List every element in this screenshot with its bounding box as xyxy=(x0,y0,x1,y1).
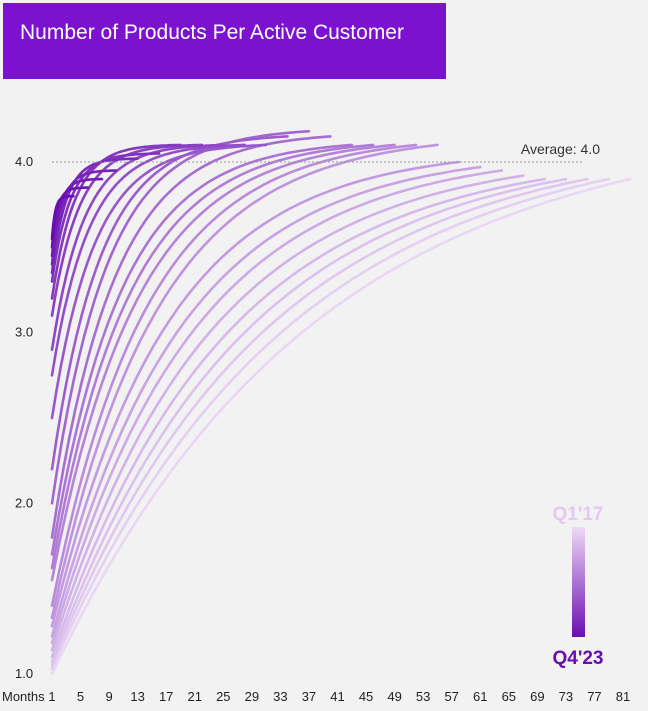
y-tick-label: 2.0 xyxy=(15,495,33,510)
chart-title-box: Number of Products Per Active Customer xyxy=(3,3,446,79)
cohort-line xyxy=(50,143,375,570)
cohort-line xyxy=(50,174,525,652)
cohort-line xyxy=(50,143,204,317)
cohort-line xyxy=(50,143,182,300)
x-tick-label: 69 xyxy=(530,689,544,704)
x-tick-label: 73 xyxy=(559,689,573,704)
x-tick-label: 57 xyxy=(444,689,458,704)
cohort-line xyxy=(50,143,396,582)
x-axis-label: Months xyxy=(2,689,45,704)
cohort-line xyxy=(50,130,311,505)
cohort-line xyxy=(50,177,104,258)
average-label: Average: 4.0 xyxy=(521,141,600,157)
x-tick-label: 37 xyxy=(302,689,316,704)
y-tick-label: 3.0 xyxy=(15,325,33,340)
cohort-line xyxy=(50,169,118,266)
x-tick-label: 33 xyxy=(273,689,287,704)
x-tick-label: 1 xyxy=(48,689,55,704)
legend-start-label: Q1'17 xyxy=(553,504,604,525)
cohort-line xyxy=(50,177,610,671)
cohort-line xyxy=(50,143,439,619)
x-tick-label: 25 xyxy=(216,689,230,704)
cohort-line xyxy=(50,143,418,607)
cohort-line xyxy=(50,143,268,420)
x-tick-label: 77 xyxy=(587,689,601,704)
cohort-line xyxy=(50,165,482,638)
y-tick-label: 4.0 xyxy=(15,154,33,169)
cohort-line xyxy=(50,143,246,377)
x-tick-label: 61 xyxy=(473,689,487,704)
cohort-line xyxy=(50,135,332,539)
cohort-series-group xyxy=(50,130,632,676)
x-tick-label: 45 xyxy=(359,689,373,704)
cohort-line xyxy=(50,186,89,249)
cohort-line xyxy=(50,143,354,556)
x-tick-label: 49 xyxy=(387,689,401,704)
y-axis: 1.0 2.0 3.0 4.0 xyxy=(15,154,33,681)
cohort-line xyxy=(50,177,589,667)
x-tick-label: 29 xyxy=(245,689,259,704)
x-tick-label: 5 xyxy=(77,689,84,704)
cohort-line xyxy=(50,177,546,659)
x-tick-label: 17 xyxy=(159,689,173,704)
cohort-line xyxy=(50,177,632,676)
x-axis: 1 5 9 13 17 21 25 29 33 37 41 45 49 53 57 61 65 69 73 77 81 xyxy=(48,689,630,704)
x-tick-label: 65 xyxy=(502,689,516,704)
x-tick-label: 81 xyxy=(616,689,630,704)
x-tick-label: 21 xyxy=(188,689,202,704)
cohort-line xyxy=(50,157,139,275)
x-tick-label: 53 xyxy=(416,689,430,704)
cohort-line xyxy=(50,169,503,645)
y-tick-label: 1.0 xyxy=(15,666,33,681)
legend: Q1'17 Q4'23 xyxy=(553,504,604,669)
legend-gradient-bar xyxy=(572,527,585,637)
cohort-line xyxy=(50,177,568,664)
cohort-line xyxy=(50,194,75,241)
chart-title: Number of Products Per Active Customer xyxy=(20,21,404,44)
x-tick-label: 13 xyxy=(130,689,144,704)
cohort-line xyxy=(50,135,289,471)
x-tick-label: 41 xyxy=(330,689,344,704)
x-tick-label: 9 xyxy=(105,689,112,704)
legend-end-label: Q4'23 xyxy=(553,648,604,669)
cohort-line xyxy=(50,160,461,628)
